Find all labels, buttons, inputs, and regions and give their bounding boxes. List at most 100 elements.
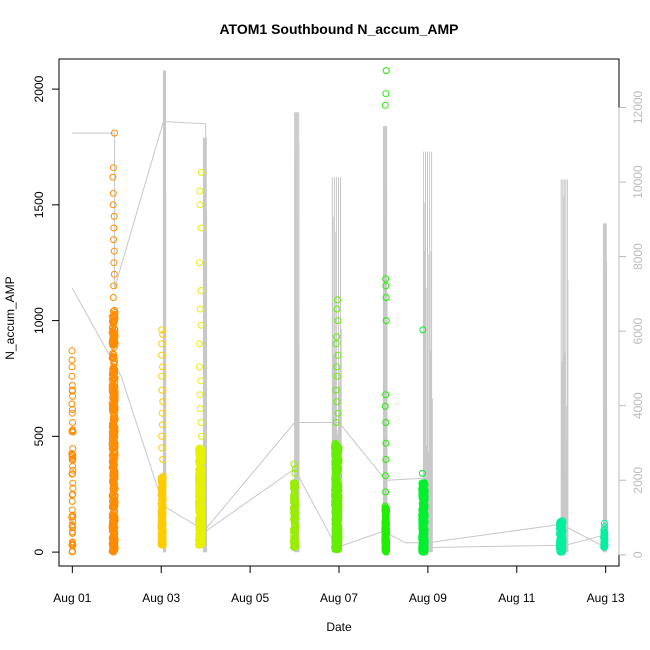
data-point-4-135 [290,515,298,523]
x-axis: Aug 01 Aug 03 Aug 05 Aug 07 Aug 09 Aug 11 Aug … [53,565,625,605]
data-point-5-366 [333,507,341,515]
data-point-2-159 [158,528,166,536]
data-point-5-373 [335,458,343,466]
data-point-7-321 [419,326,427,334]
data-point-7-315 [421,542,429,550]
data-point-5-378 [332,466,340,474]
data-point-4-141 [291,465,299,473]
data-point-1-388 [108,324,116,332]
data-point-1-382 [109,472,117,480]
data-point-5-370 [331,543,339,551]
data-point-1-322 [110,469,118,477]
data-point-2-149 [157,476,165,484]
data-point-6-160 [382,275,390,283]
data-point-2-172 [158,326,166,334]
data-point-7-284 [420,519,428,527]
data-point-1-245 [109,484,117,492]
data-point-1-370 [111,383,118,391]
data-point-3-336 [195,475,203,483]
data-point-4-120 [290,480,298,488]
data-point-3-335 [196,471,204,479]
data-point-7-310 [419,482,427,490]
data-point-7-295 [419,493,427,501]
data-point-2-161 [158,444,166,452]
data-point-6-143 [382,527,390,535]
x-tick-label-3: Aug 07 [320,591,358,605]
data-point-3-341 [197,419,205,426]
data-point-0-49 [68,363,76,371]
data-point-0-43 [69,419,77,426]
data-point-2-156 [158,503,166,511]
data-point-7-292 [421,496,429,504]
data-point-5-356 [335,508,343,516]
data-point-7-303 [419,527,427,535]
data-point-5-360 [332,498,340,506]
data-point-6-155 [381,402,389,410]
data-point-0-32 [68,451,76,459]
data-point-4-128 [290,500,298,508]
data-point-2-139 [159,481,167,489]
data-point-4-138 [292,540,300,548]
data-point-1-367 [111,306,118,314]
data-point-6-152 [382,456,390,463]
data-point-6-159 [382,282,390,290]
data-point-9-41 [600,519,608,527]
data-point-5-339 [333,488,341,496]
data-point-7-318 [420,500,428,508]
data-point-4-124 [290,539,298,547]
data-point-4-132 [291,527,299,535]
data-point-6-156 [382,391,390,399]
data-point-2-151 [158,516,166,524]
data-point-1-383 [110,476,118,484]
data-point-3-333 [195,526,203,534]
data-point-1-420 [109,294,117,301]
data-point-2-142 [159,485,167,493]
data-point-7-313 [419,535,427,543]
data-point-2-162 [158,432,166,440]
y2-tick-label-3: 6000 [631,317,645,344]
data-point-3-350 [196,259,203,267]
data-point-1-406 [110,548,118,556]
data-point-3-337 [197,533,205,541]
data-point-2-145 [159,472,167,480]
data-point-6-158 [382,294,390,301]
data-point-1-359 [110,406,118,414]
data-point-3-338 [196,512,204,520]
data-point-1-419 [110,435,118,443]
y2-tick-label-1: 2000 [631,467,645,494]
data-point-2-158 [158,537,166,545]
data-point-7-312 [419,524,427,532]
data-point-5-382 [333,398,341,406]
x-tick-label-2: Aug 05 [231,591,269,605]
y-tick-label-3: 1500 [32,191,46,218]
data-point-0-29 [69,455,77,462]
data-point-1-423 [110,259,118,267]
data-point-6-147 [381,543,389,551]
data-point-1-313 [110,351,118,359]
data-point-1-377 [111,392,119,400]
data-point-9-39 [600,539,608,547]
data-point-0-24 [69,466,77,474]
data-point-0-41 [68,539,76,547]
data-point-7-317 [420,508,428,516]
data-point-9-34 [600,532,608,540]
data-point-0-21 [68,548,76,556]
data-point-2-168 [159,363,167,371]
data-point-1-425 [110,236,118,244]
data-point-1-329 [110,508,118,516]
data-point-5-379 [331,536,339,543]
y-axis-label: N_accum_AMP [3,276,17,359]
data-point-0-20 [68,497,76,505]
x-tick-label-6: Aug 13 [587,591,625,605]
data-point-6-136 [381,508,389,516]
data-point-5-390 [333,305,341,313]
data-point-1-414 [108,459,116,467]
data-point-5-381 [334,409,342,417]
data-point-1-372 [109,448,117,456]
data-point-1-431 [109,164,117,172]
data-point-3-317 [197,495,205,503]
data-point-5-369 [332,458,340,466]
data-point-1-390 [109,428,117,436]
data-point-1-363 [111,512,119,520]
data-point-6-146 [381,523,389,531]
